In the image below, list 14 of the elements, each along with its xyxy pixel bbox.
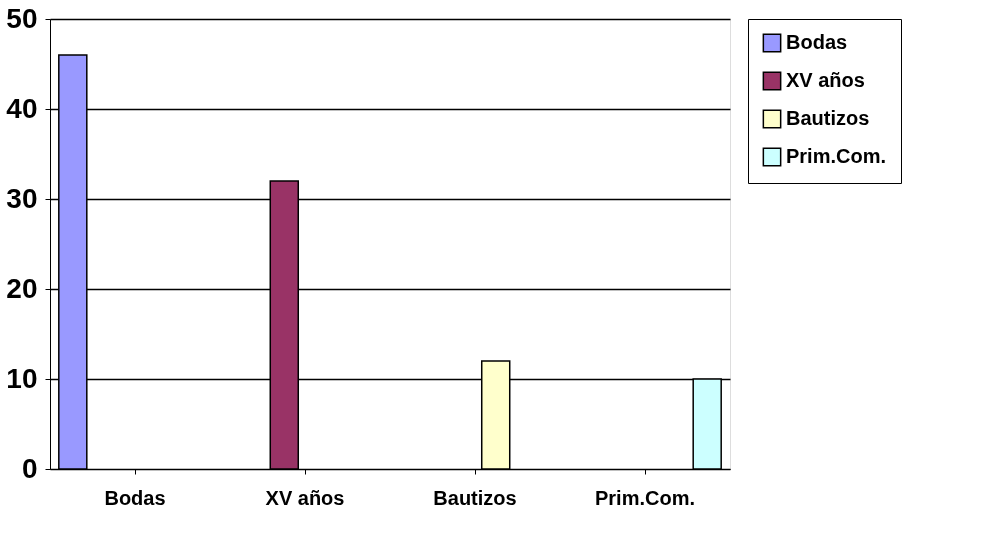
legend-label: Bautizos: [786, 107, 870, 129]
legend-label: Bodas: [786, 31, 848, 53]
y-tick-label: 10: [6, 362, 38, 394]
x-tick-label: XV años: [265, 486, 345, 509]
y-tick-label: 40: [6, 92, 38, 124]
y-tick-label: 30: [6, 182, 38, 214]
y-tick-label: 50: [6, 2, 38, 34]
x-tick-label: Prim.Com.: [594, 486, 696, 509]
x-tick-label: Bautizos: [433, 486, 517, 509]
y-tick-label: 0: [21, 452, 38, 484]
legend-label: Prim.Com.: [786, 145, 887, 167]
legend-label: XV años: [786, 69, 865, 91]
x-tick-label: Bodas: [104, 486, 166, 509]
y-tick-label: 20: [6, 272, 38, 304]
